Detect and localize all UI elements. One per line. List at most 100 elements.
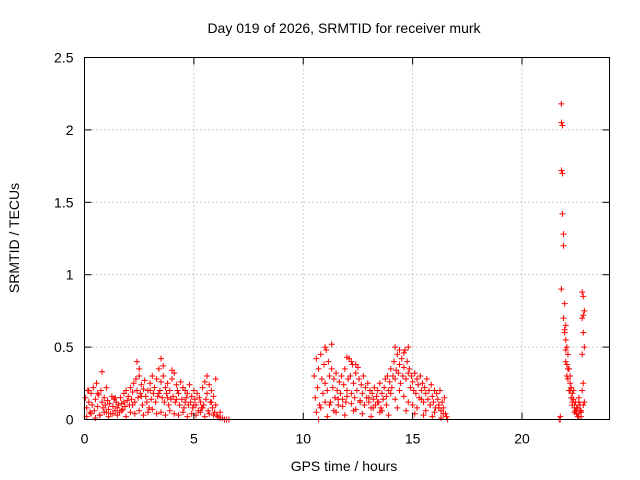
data-point — [175, 412, 182, 419]
data-point — [436, 387, 443, 394]
data-point — [347, 373, 354, 380]
data-point — [392, 396, 399, 403]
data-point — [147, 387, 154, 394]
data-point — [562, 322, 569, 329]
data-point — [350, 407, 357, 414]
data-point — [328, 341, 335, 348]
data-point — [140, 412, 147, 419]
data-point — [563, 361, 570, 368]
data-point — [129, 388, 136, 395]
data-point — [93, 380, 100, 387]
data-point — [156, 387, 163, 394]
data-point — [92, 396, 99, 403]
data-point — [405, 344, 412, 351]
data-point — [329, 384, 336, 391]
data-point — [326, 373, 333, 380]
data-point — [162, 384, 169, 391]
data-point — [217, 409, 224, 416]
data-point — [400, 364, 407, 371]
data-point — [127, 384, 134, 391]
data-point — [176, 402, 183, 409]
data-point — [396, 361, 403, 368]
data-point — [314, 384, 321, 391]
data-point — [172, 399, 179, 406]
data-point — [149, 406, 156, 413]
data-point — [153, 410, 160, 417]
data-point — [187, 399, 194, 406]
data-point — [418, 396, 425, 403]
data-point — [150, 390, 157, 397]
data-point — [153, 375, 160, 382]
data-point — [563, 344, 570, 351]
data-point — [88, 410, 95, 417]
data-point — [379, 390, 385, 397]
data-point — [120, 399, 127, 406]
data-point — [204, 390, 210, 397]
data-point — [435, 404, 442, 411]
data-points — [82, 100, 588, 423]
data-point — [557, 413, 564, 420]
data-point — [161, 399, 168, 406]
data-point — [317, 351, 324, 358]
data-point — [127, 409, 134, 416]
data-point — [579, 351, 586, 358]
tick-labels: 0 5 10 15 20 0 0.5 1 1.5 2 2.5 — [54, 50, 530, 447]
data-point — [338, 373, 345, 380]
data-point — [562, 358, 569, 365]
data-point — [139, 402, 146, 409]
data-point — [112, 394, 119, 401]
data-point — [559, 170, 566, 177]
data-point — [558, 286, 565, 293]
data-point — [315, 365, 322, 372]
data-point — [394, 404, 401, 411]
data-point — [441, 394, 448, 401]
data-point — [369, 390, 376, 397]
data-point — [433, 390, 440, 397]
data-point — [123, 413, 130, 420]
data-point — [311, 373, 318, 380]
data-point — [159, 394, 166, 401]
data-point — [124, 397, 131, 404]
data-point — [205, 407, 212, 414]
data-point — [333, 409, 340, 416]
data-point — [578, 407, 585, 414]
data-point — [394, 351, 401, 358]
data-point — [421, 384, 428, 391]
data-point — [341, 412, 348, 419]
data-point — [580, 380, 587, 387]
data-point — [403, 375, 410, 382]
data-point — [144, 409, 151, 416]
x-tick-label: 20 — [514, 431, 530, 447]
data-point — [388, 384, 395, 391]
x-tick-label: 15 — [405, 431, 421, 447]
data-point — [559, 122, 566, 129]
data-point — [171, 410, 178, 417]
data-point — [131, 410, 138, 417]
data-point — [196, 394, 203, 401]
data-point — [334, 387, 341, 394]
data-point — [170, 393, 177, 400]
data-point — [183, 394, 190, 401]
data-point — [405, 370, 412, 377]
data-point — [336, 378, 343, 385]
data-point — [558, 167, 565, 174]
data-point — [579, 315, 586, 322]
data-point — [101, 394, 108, 401]
data-point — [94, 403, 101, 410]
data-point — [395, 370, 402, 377]
axis-ticks — [84, 57, 610, 420]
data-point — [570, 396, 577, 403]
data-point — [409, 378, 416, 385]
data-point — [430, 399, 437, 406]
data-point — [325, 358, 332, 365]
y-tick-label: 2 — [66, 122, 74, 138]
data-point — [352, 361, 359, 368]
data-point — [191, 396, 198, 403]
data-point — [383, 393, 390, 400]
data-point — [412, 390, 419, 397]
data-point — [318, 375, 325, 382]
data-point — [312, 394, 319, 401]
data-point — [405, 399, 412, 406]
data-point — [313, 409, 320, 416]
